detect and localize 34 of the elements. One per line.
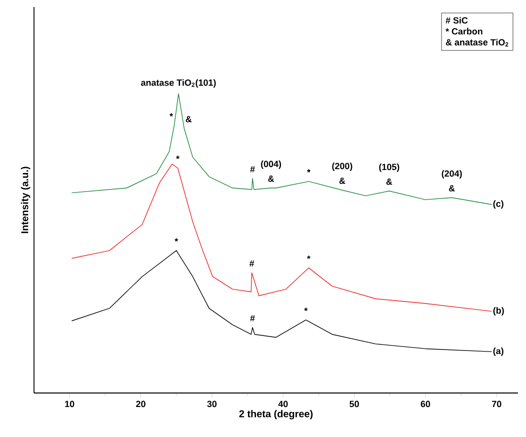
annotation: # [250, 315, 255, 322]
annotation: * [176, 156, 180, 159]
series-label: (c) [493, 200, 504, 209]
annotation: & [339, 178, 346, 184]
x-tick-label: 20 [136, 400, 146, 408]
x-tick-label: 60 [420, 400, 430, 408]
annotation: anatase TiO$_{2}$(101) [141, 79, 216, 88]
y-axis-title: Intensity (a.u.) [20, 166, 30, 234]
x-tick-label: 10 [65, 400, 74, 408]
annotation: * [307, 256, 310, 259]
annotation: # [249, 260, 254, 267]
x-tick-label: 50 [350, 400, 359, 408]
x-axis-title: 2 theta (degree) [239, 410, 313, 420]
text: * Carbon [446, 28, 482, 35]
annotation: * [170, 113, 174, 116]
annotation: (204) [442, 170, 462, 178]
series-label: (a) [493, 348, 504, 356]
annotation: (004) [261, 160, 282, 169]
annotation: & [448, 185, 455, 192]
annotation: & [268, 176, 274, 182]
x-tick-label: 30 [207, 400, 217, 408]
annotation: & [186, 116, 192, 122]
text: # SiC [446, 16, 468, 24]
annotation: * [174, 238, 178, 242]
annotation: (200) [332, 162, 352, 171]
annotation: & [386, 178, 392, 185]
annotation: (105) [379, 164, 400, 172]
series-label: (b) [493, 307, 504, 316]
annotation: # [250, 166, 255, 172]
annotation: * [307, 169, 310, 172]
annotation: * [304, 308, 308, 311]
x-tick-label: 70 [492, 400, 502, 408]
x-tick-label: 40 [278, 400, 288, 408]
text: & anatase TiO$_{2}$ [446, 38, 508, 46]
